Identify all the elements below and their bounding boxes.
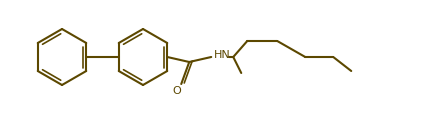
Text: HN: HN (214, 50, 231, 60)
Text: O: O (173, 85, 182, 95)
